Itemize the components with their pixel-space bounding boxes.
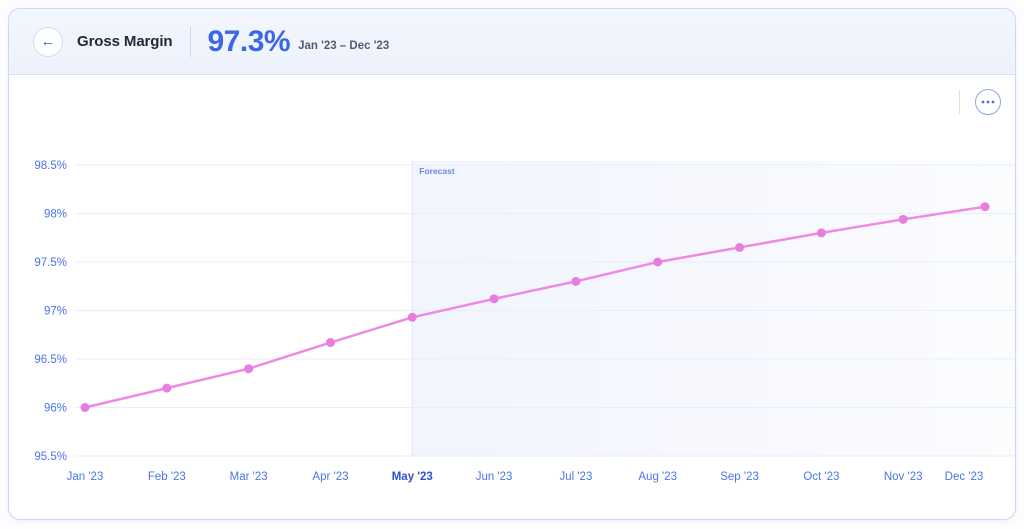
card-header: ← Gross Margin 97.3% Jan '23 – Dec '23 <box>9 9 1015 75</box>
y-tick-label: 95.5% <box>34 451 67 463</box>
forecast-label: Forecast <box>419 166 455 176</box>
trend-line <box>83 205 987 409</box>
back-button[interactable]: ← <box>33 26 63 57</box>
metric-value: 97.3% <box>207 24 291 58</box>
back-arrow-icon: ← <box>40 33 56 50</box>
more-options-button[interactable] <box>975 89 1001 115</box>
y-tick-label: 96.5% <box>34 354 67 366</box>
x-tick-label: Jan '23 <box>67 471 104 483</box>
x-tick-label: Sep '23 <box>720 471 759 483</box>
gross-margin-chart: 98.5% 98% 97.5% 97% 96.5% 96% 95.5% Forecast Jan… <box>34 160 1015 483</box>
x-tick-label: Oct '23 <box>803 471 839 483</box>
data-point[interactable] <box>980 202 990 212</box>
x-tick-label: Nov '23 <box>884 471 923 483</box>
gross-margin-card: ← Gross Margin 97.3% Jan '23 – Dec '23 9… <box>8 8 1016 520</box>
header-divider <box>189 26 191 57</box>
data-point[interactable] <box>80 403 90 412</box>
x-tick-label: Mar '23 <box>230 471 268 483</box>
data-point[interactable] <box>898 214 908 224</box>
page-title: Gross Margin <box>77 33 173 50</box>
data-point[interactable] <box>571 276 581 286</box>
x-tick-label: Jul '23 <box>559 471 592 483</box>
y-tick-label: 96% <box>44 403 67 415</box>
data-point[interactable] <box>816 228 826 238</box>
data-point[interactable] <box>653 257 663 267</box>
y-tick-label: 97.5% <box>34 257 67 269</box>
date-range: Jan '23 – Dec '23 <box>298 40 390 52</box>
x-tick-label: Feb '23 <box>148 471 186 483</box>
y-tick-label: 97% <box>44 306 67 318</box>
data-point[interactable] <box>489 294 499 304</box>
y-tick-label: 98% <box>44 209 67 221</box>
y-tick-label: 98.5% <box>34 160 67 172</box>
data-point[interactable] <box>162 383 172 393</box>
x-tick-label: Dec '23 <box>945 471 984 483</box>
x-tick-label: Aug '23 <box>638 471 677 483</box>
x-tick-label: Apr '23 <box>312 471 348 483</box>
chart-toolbar <box>959 89 1001 115</box>
forecast-region <box>412 161 1015 456</box>
data-point[interactable] <box>735 242 745 252</box>
toolbar-divider <box>959 90 960 114</box>
x-tick-label: Jun '23 <box>476 471 513 483</box>
x-tick-label: May '23 <box>392 471 433 483</box>
data-point[interactable] <box>325 338 335 348</box>
more-options-icon <box>981 100 995 104</box>
chart-panel: 98.5% 98% 97.5% 97% 96.5% 96% 95.5% Forecast Jan… <box>9 75 1015 519</box>
data-point[interactable] <box>407 312 417 322</box>
data-point[interactable] <box>244 364 254 374</box>
